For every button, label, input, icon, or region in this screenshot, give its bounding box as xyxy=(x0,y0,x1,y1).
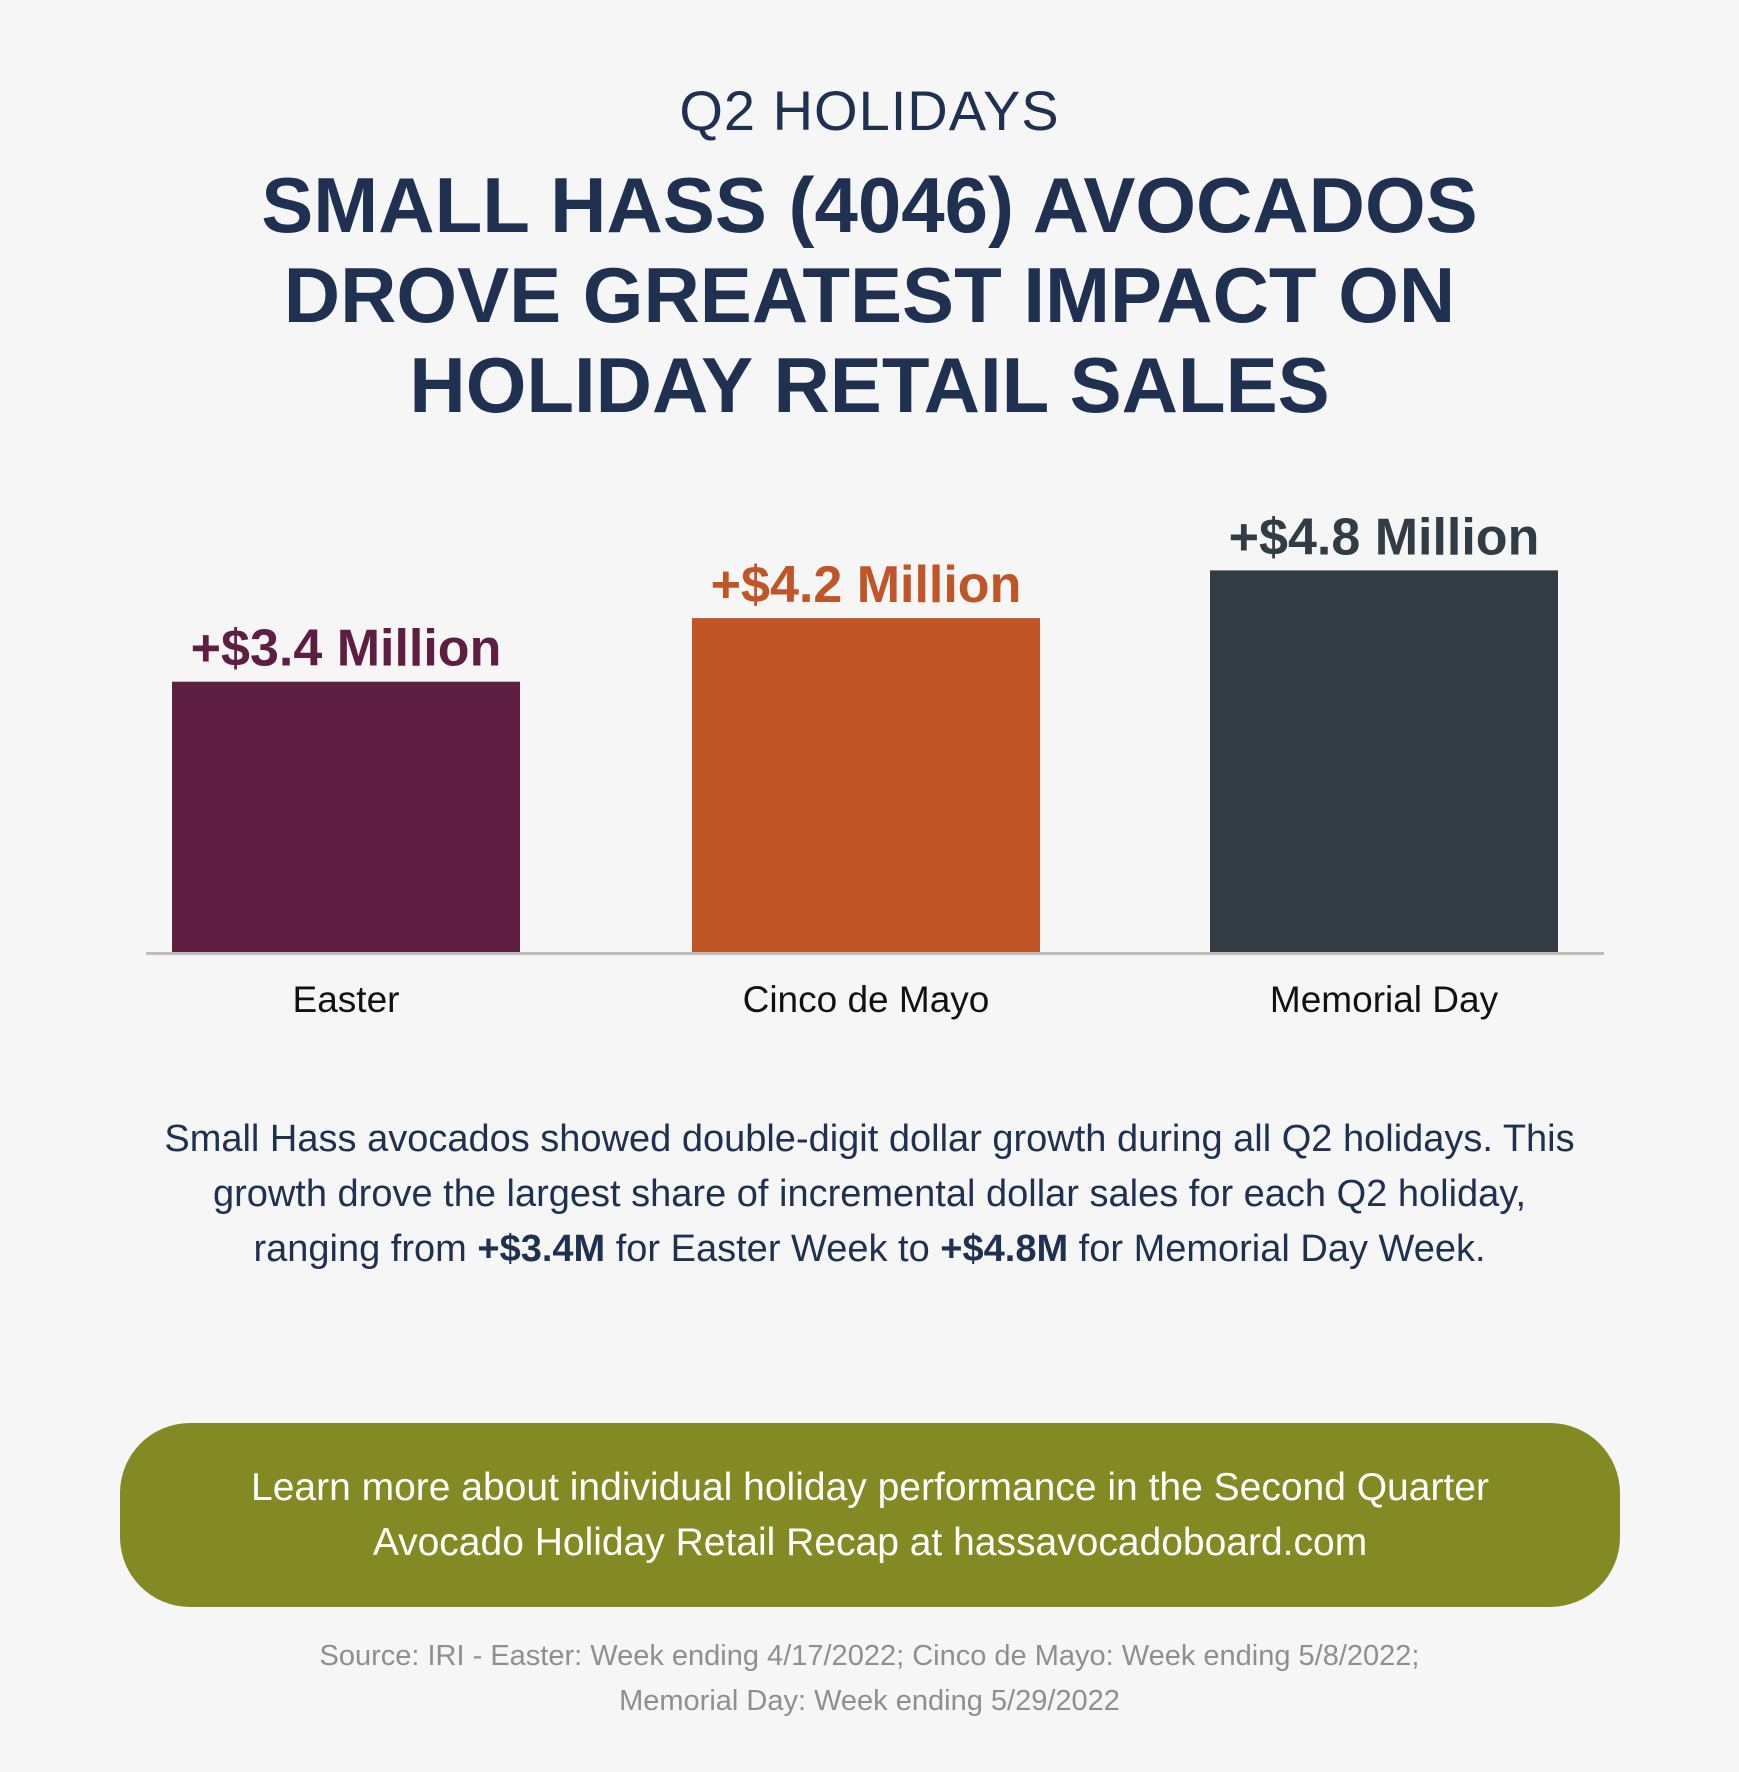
data-label-memorial-day: +$4.8 Million xyxy=(1229,508,1540,566)
description-text-3: for Memorial Day Week. xyxy=(1068,1228,1486,1270)
source-line-2: Memorial Day: Week ending 5/29/2022 xyxy=(619,1685,1120,1717)
data-label-cinco-de-mayo: +$4.2 Million xyxy=(711,556,1022,614)
bar-cinco-de-mayo xyxy=(692,618,1040,952)
description-text-1: Small Hass avocados showed double-digit … xyxy=(164,1118,1575,1270)
x-tick-label-cinco-de-mayo: Cinco de Mayo xyxy=(743,979,990,1020)
bar-chart-svg: +$3.4 Million Easter +$4.2 Million Cinco de… xyxy=(146,508,1604,1020)
x-tick-label-easter: Easter xyxy=(293,979,400,1020)
source-note: Source: IRI - Easter: Week ending 4/17/2… xyxy=(160,1634,1579,1724)
bar-memorial-day xyxy=(1210,570,1558,952)
kicker-title: Q2 HOLIDAYS xyxy=(679,79,1060,142)
headline: SMALL HASS (4046) AVOCADOS DROVE GREATES… xyxy=(261,161,1478,429)
bar-chart: +$3.4 Million Easter +$4.2 Million Cinco de… xyxy=(0,480,1739,1040)
learn-more-banner[interactable]: Learn more about individual holiday perf… xyxy=(120,1423,1620,1607)
source-line-1: Source: IRI - Easter: Week ending 4/17/2… xyxy=(319,1640,1420,1672)
x-tick-label-memorial-day: Memorial Day xyxy=(1270,979,1499,1020)
description-text-2: for Easter Week to xyxy=(605,1228,941,1270)
learn-more-text[interactable]: Learn more about individual holiday perf… xyxy=(251,1466,1489,1564)
description-highlight-memorial: +$4.8M xyxy=(940,1228,1069,1270)
data-label-easter: +$3.4 Million xyxy=(191,620,502,678)
description-highlight-easter: +$3.4M xyxy=(477,1228,606,1270)
description: Small Hass avocados showed double-digit … xyxy=(160,1112,1579,1277)
bar-easter xyxy=(172,681,520,952)
